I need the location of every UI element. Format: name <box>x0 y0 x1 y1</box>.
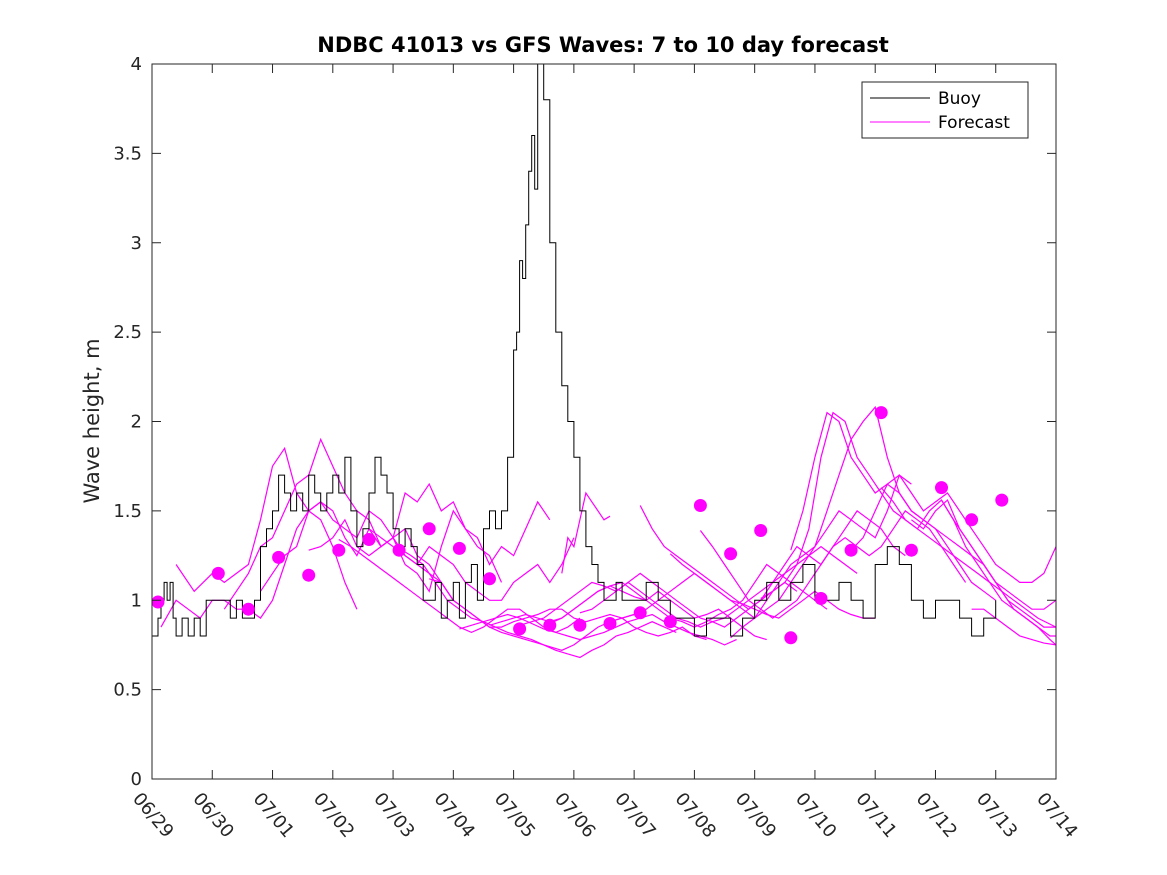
forecast-line <box>730 405 997 639</box>
forecast-start-markers <box>151 406 1009 645</box>
y-tick-label: 1.5 <box>113 501 142 522</box>
forecast-start-marker <box>965 513 979 527</box>
y-tick-label: 2 <box>131 412 142 433</box>
forecast-start-marker <box>483 572 496 586</box>
forecast-start-marker <box>995 493 1009 507</box>
legend-forecast-label: Forecast <box>938 113 1010 133</box>
y-tick-label: 1 <box>131 590 142 611</box>
forecast-start-marker <box>633 606 647 620</box>
buoy-line-group <box>152 63 997 637</box>
forecast-start-marker <box>844 543 858 557</box>
forecast-line <box>549 563 828 628</box>
y-axis-label: Wave height, m <box>80 338 104 503</box>
forecast-start-marker <box>302 568 316 582</box>
y-tick-label: 0 <box>131 769 142 790</box>
forecast-line <box>579 545 858 628</box>
forecast-start-marker <box>241 602 255 616</box>
forecast-line <box>160 510 358 628</box>
forecast-start-marker <box>332 543 346 557</box>
forecast-start-marker <box>663 615 677 629</box>
y-tick-label: 3.5 <box>113 143 142 164</box>
y-tick-label: 2.5 <box>113 322 142 343</box>
forecast-start-marker <box>422 522 436 536</box>
forecast-line <box>609 572 876 623</box>
forecast-line <box>940 499 1057 646</box>
forecast-line <box>398 547 677 659</box>
legend: Buoy Forecast <box>861 81 1029 139</box>
forecast-line <box>850 474 1057 584</box>
y-tick-label: 4 <box>131 54 142 75</box>
y-tick-label: 0.5 <box>113 680 142 701</box>
forecast-start-marker <box>151 595 165 609</box>
forecast-line <box>971 608 1057 646</box>
forecast-start-marker <box>573 618 587 632</box>
forecast-start-marker <box>904 543 918 557</box>
buoy-line <box>152 63 997 637</box>
y-axis-ticks: 0 0.5 1 1.5 2 2.5 3 3.5 4 <box>113 54 1056 790</box>
plot-area <box>151 63 1057 779</box>
forecast-start-marker <box>211 566 225 580</box>
forecast-lines <box>160 405 1057 659</box>
legend-buoy-label: Buoy <box>938 89 981 109</box>
y-tick-label: 3 <box>131 233 142 254</box>
forecast-line <box>368 528 635 651</box>
forecast-start-marker <box>874 406 888 420</box>
forecast-line <box>561 491 611 574</box>
plot-background <box>152 64 1056 779</box>
forecast-start-marker <box>935 481 948 495</box>
forecast-start-marker <box>362 533 376 546</box>
forecast-start-marker <box>603 617 617 630</box>
forecast-line <box>338 538 581 634</box>
forecast-line <box>459 613 737 646</box>
legend-box <box>861 81 1029 139</box>
forecast-start-marker <box>513 622 527 636</box>
forecast-start-marker <box>724 547 738 561</box>
forecast-start-marker <box>452 541 466 555</box>
forecast-start-marker <box>543 618 557 632</box>
forecast-start-marker <box>392 543 406 557</box>
chart-title: NDBC 41013 vs GFS Waves: 7 to 10 day for… <box>317 33 888 57</box>
forecast-start-marker <box>693 499 707 512</box>
forecast-start-marker <box>754 524 768 537</box>
forecast-line <box>489 585 767 641</box>
forecast-start-marker <box>784 631 798 645</box>
forecast-start-marker <box>272 550 286 564</box>
forecast-line <box>308 518 575 601</box>
forecast-start-marker <box>814 592 828 605</box>
